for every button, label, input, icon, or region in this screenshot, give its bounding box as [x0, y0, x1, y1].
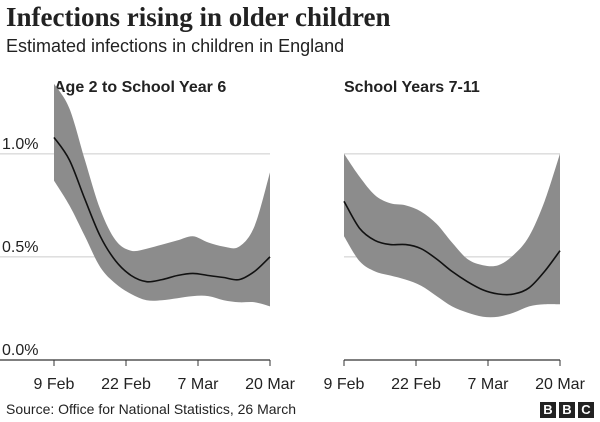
chart-area: Age 2 to School Year 6 9 Feb 22 Feb 7 Mar 2…	[0, 79, 586, 393]
y-axis-ticks: 0.0% 0.5% 1.0%	[2, 136, 38, 359]
panel-1-title: School Years 7-11	[344, 79, 480, 96]
panel-0-confidence-band	[54, 83, 270, 307]
y-tick-label-0: 0.0%	[2, 342, 38, 359]
panel-0: Age 2 to School Year 6 9 Feb 22 Feb 7 Mar 2…	[0, 79, 296, 393]
bbc-logo: B B C	[540, 402, 594, 418]
panel-0-title: Age 2 to School Year 6	[54, 79, 226, 96]
panel-0-estimate-line	[53, 136, 271, 283]
bbc-logo-b2: B	[559, 402, 575, 418]
panel-1-xtick-label-0: 9 Feb	[324, 376, 365, 393]
panel-1-confidence-band	[344, 153, 560, 318]
panel-0-xtick-label-0: 9 Feb	[34, 376, 75, 393]
y-tick-label-2: 1.0%	[2, 136, 38, 153]
panel-1-xtick-label-3: 20 Mar	[535, 376, 585, 393]
panel-1-xtick-label-2: 7 Mar	[468, 376, 510, 393]
y-tick-label-1: 0.5%	[2, 239, 38, 256]
panel-0-xtick-label-2: 7 Mar	[178, 376, 220, 393]
panel-1-xtick-label-1: 22 Feb	[391, 376, 441, 393]
chart-title: Infections rising in older children	[6, 2, 391, 32]
panel-0-xtick-label-1: 22 Feb	[101, 376, 151, 393]
panel-1: School Years 7-11 9 Feb 22 Feb 7 Mar 20 Mar	[324, 79, 586, 393]
source-note: Source: Office for National Statistics, …	[6, 401, 296, 417]
bbc-logo-c: C	[578, 402, 594, 418]
panel-1-estimate-line	[343, 200, 561, 296]
chart-subtitle: Estimated infections in children in Engl…	[6, 36, 345, 56]
panel-0-xtick-label-3: 20 Mar	[245, 376, 295, 393]
bbc-logo-b1: B	[540, 402, 556, 418]
